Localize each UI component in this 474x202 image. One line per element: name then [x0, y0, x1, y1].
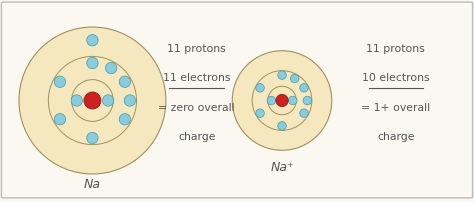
Ellipse shape	[267, 97, 276, 105]
Text: charge: charge	[377, 131, 415, 141]
Text: 11 electrons: 11 electrons	[163, 73, 230, 83]
Ellipse shape	[102, 95, 114, 107]
Ellipse shape	[256, 109, 264, 118]
Ellipse shape	[87, 58, 98, 69]
Text: 11 protons: 11 protons	[167, 43, 226, 54]
Text: charge: charge	[178, 131, 216, 141]
Ellipse shape	[300, 109, 308, 118]
Ellipse shape	[19, 28, 166, 174]
Ellipse shape	[232, 52, 332, 150]
Ellipse shape	[119, 114, 130, 125]
Ellipse shape	[278, 122, 286, 130]
Ellipse shape	[55, 77, 66, 88]
Ellipse shape	[276, 95, 288, 107]
Ellipse shape	[300, 84, 308, 93]
Text: Na⁺: Na⁺	[270, 160, 294, 173]
Ellipse shape	[288, 97, 297, 105]
Ellipse shape	[256, 84, 264, 93]
Text: = zero overall: = zero overall	[158, 102, 235, 112]
Text: = 1+ overall: = 1+ overall	[361, 102, 430, 112]
Ellipse shape	[84, 93, 101, 109]
Text: 11 protons: 11 protons	[366, 43, 425, 54]
Ellipse shape	[87, 35, 98, 47]
Ellipse shape	[291, 75, 299, 83]
Ellipse shape	[55, 114, 66, 125]
Ellipse shape	[87, 133, 98, 144]
Ellipse shape	[124, 95, 136, 107]
Text: Na: Na	[84, 177, 101, 190]
Ellipse shape	[303, 97, 312, 105]
Ellipse shape	[119, 77, 130, 88]
Ellipse shape	[71, 95, 82, 107]
Ellipse shape	[106, 63, 117, 74]
Ellipse shape	[278, 72, 286, 80]
Text: 10 electrons: 10 electrons	[362, 73, 429, 83]
